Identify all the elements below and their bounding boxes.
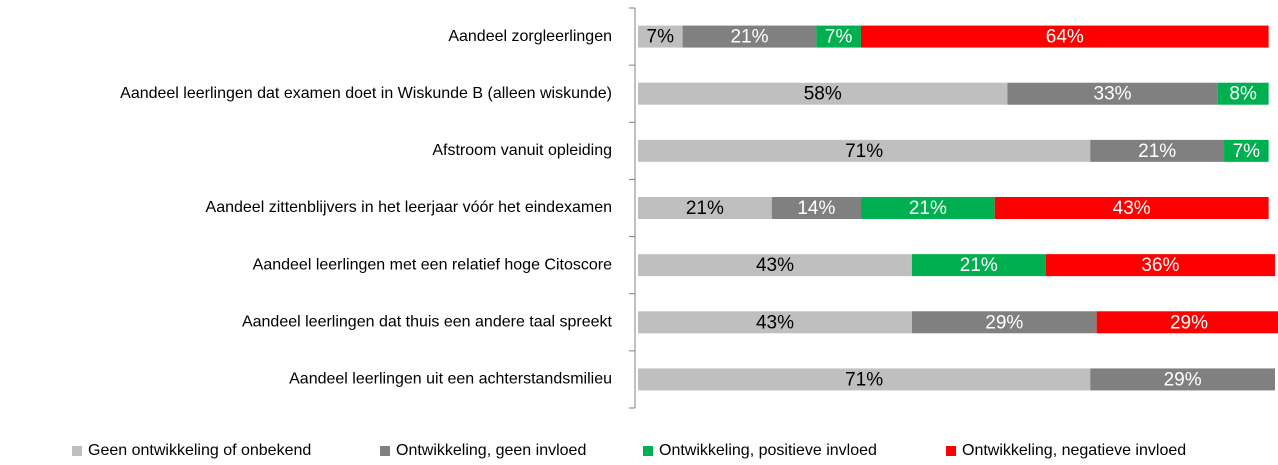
value-label: 43%	[756, 255, 794, 276]
category-label: Afstroom vanuit opleiding	[432, 142, 612, 159]
value-label: 21%	[909, 198, 947, 219]
bar-segment	[911, 254, 1046, 277]
bar-segment	[1090, 139, 1225, 162]
value-label: 58%	[804, 84, 842, 105]
value-label: 7%	[1233, 141, 1261, 162]
bar-segment	[638, 311, 912, 334]
value-label: 71%	[845, 141, 883, 162]
value-label: 29%	[985, 312, 1023, 333]
category-label: Aandeel leerlingen met een relatief hoge…	[253, 256, 612, 273]
category-label: Aandeel zorgleerlingen	[448, 28, 612, 45]
value-label: 21%	[686, 198, 724, 219]
category-label: Aandeel zittenblijvers in het leerjaar v…	[206, 199, 612, 216]
legend-label: Ontwikkeling, positieve invloed	[659, 442, 877, 459]
value-label: 43%	[756, 312, 794, 333]
bar-segment	[1090, 368, 1275, 391]
legend-swatch	[946, 446, 956, 456]
value-label: 8%	[1229, 84, 1257, 105]
bar-segment	[638, 368, 1091, 391]
bar-segment	[638, 25, 683, 48]
bar-segment	[638, 254, 912, 277]
bar-segment	[860, 197, 995, 219]
value-label: 33%	[1094, 84, 1132, 105]
value-label: 29%	[1170, 312, 1208, 333]
bar-segment	[1217, 82, 1269, 105]
value-label: 36%	[1141, 255, 1179, 276]
category-label: Aandeel leerlingen dat examen doet in Wi…	[120, 85, 612, 102]
bar-segment	[860, 25, 1269, 48]
value-label: 21%	[1138, 141, 1176, 162]
category-label: Aandeel leerlingen dat thuis een andere …	[242, 314, 613, 331]
value-label: 64%	[1046, 27, 1084, 48]
bar-segment	[816, 25, 861, 48]
value-label: 14%	[797, 198, 835, 219]
value-label: 29%	[1164, 369, 1202, 390]
value-label: 21%	[730, 27, 768, 48]
bar-segment	[638, 197, 772, 219]
legend-swatch	[380, 446, 390, 456]
legend-label: Ontwikkeling, negatieve invloed	[962, 442, 1186, 459]
bar-segment	[638, 82, 1008, 105]
legend-label: Geen ontwikkeling of onbekend	[88, 442, 311, 459]
bar-segment	[638, 139, 1091, 162]
legend-label: Ontwikkeling, geen invloed	[396, 442, 586, 459]
bar-segment	[1224, 139, 1269, 162]
value-label: 43%	[1113, 198, 1151, 219]
value-label: 21%	[960, 255, 998, 276]
legend-swatch	[643, 446, 653, 456]
bar-segment	[994, 197, 1269, 219]
bar-segment	[1096, 311, 1278, 334]
value-label: 71%	[845, 369, 883, 390]
legend-swatch	[72, 446, 82, 456]
value-label: 7%	[647, 27, 675, 48]
bar-segment	[771, 197, 861, 219]
bar-segment	[682, 25, 817, 48]
bar-segment	[1045, 254, 1275, 277]
value-label: 7%	[825, 27, 853, 48]
bar-segment	[1007, 82, 1218, 105]
bar-segment	[911, 311, 1097, 334]
category-label: Aandeel leerlingen uit een achterstandsm…	[289, 371, 612, 388]
